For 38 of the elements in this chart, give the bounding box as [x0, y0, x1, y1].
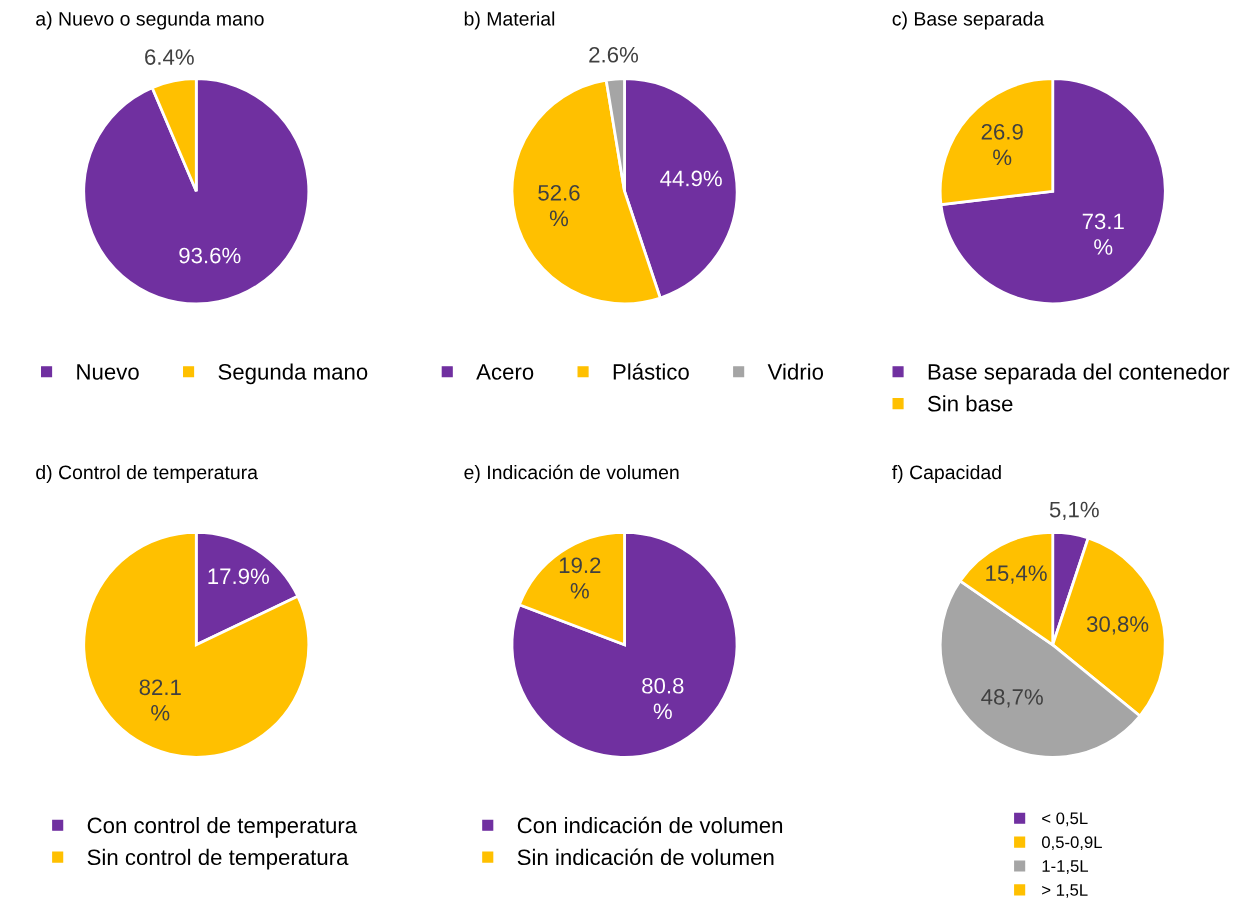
chart-title: d) Control de temperatura	[36, 464, 258, 484]
chart-title: b) Material	[464, 11, 555, 30]
legend-label: 0,5-0,9L	[1041, 836, 1102, 851]
legend-label: Segunda mano	[218, 363, 368, 385]
pie-slice	[939, 77, 1167, 306]
data-label: 2.6%	[589, 46, 639, 63]
legend-label: Sin control de temperatura	[87, 848, 349, 870]
data-label: 6.4%	[145, 49, 194, 65]
pie-slice	[82, 77, 311, 306]
chart-title: f) Capacidad	[892, 464, 1001, 484]
legend-label: Acero	[476, 364, 534, 380]
legend-label: Nuevo	[77, 364, 139, 380]
legend-label: Plástico	[613, 363, 689, 380]
data-label: 30,8%	[1086, 616, 1149, 635]
legend-label: Base separada del contenedor	[928, 363, 1230, 385]
chart-title: c) Base separada	[892, 11, 1045, 30]
data-label: 93.6%	[179, 247, 241, 264]
data-label: 44.9%	[660, 170, 722, 187]
chart-title: e) Indicación de volumen	[464, 464, 679, 484]
legend-label: 1-1,5L	[1042, 860, 1089, 874]
data-label: 80.8 %	[642, 677, 684, 720]
data-label: 26.9 %	[981, 123, 1023, 166]
data-label: 5,1%	[1049, 501, 1099, 521]
data-label: 15,4%	[986, 565, 1047, 584]
data-label: 82.1 %	[139, 679, 181, 721]
legend-label: > 1,5L	[1042, 884, 1088, 898]
legend-label: < 0,5L	[1042, 812, 1088, 827]
chart-title: a) Nuevo o segunda mano	[36, 11, 264, 30]
data-label: 48,7%	[981, 689, 1043, 708]
data-label: 19.2 %	[559, 557, 601, 599]
legend-label: Con control de temperatura	[87, 816, 358, 838]
legend-label: Sin base	[927, 395, 1013, 412]
legend-label: Sin indicación de volumen	[517, 848, 774, 866]
data-label: 17.9%	[208, 568, 269, 585]
data-label: 52.6 %	[538, 184, 580, 227]
legend-label: Con indicación de volumen	[517, 816, 783, 834]
data-label: 73.1 %	[1082, 213, 1124, 255]
legend-label: Vidrio	[767, 363, 824, 380]
